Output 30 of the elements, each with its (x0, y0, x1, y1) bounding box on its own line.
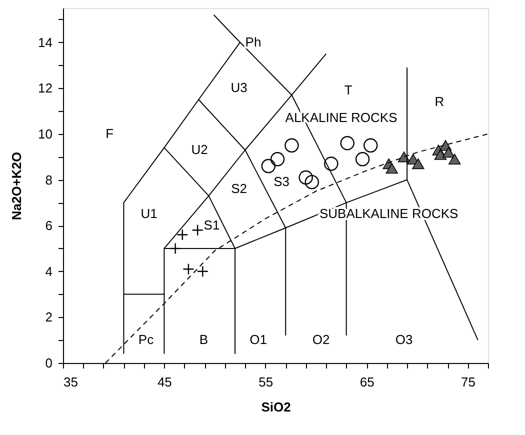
x-tick-label: 35 (64, 374, 78, 390)
annotation: S2 (231, 180, 248, 196)
annotation: S3 (274, 174, 290, 190)
annotation: B (199, 332, 208, 348)
annotation: R (434, 94, 444, 109)
annotation: S1 (204, 218, 220, 233)
annotation: T (344, 82, 352, 98)
annotation: Ph (245, 34, 262, 50)
y-tick-label: 2 (45, 310, 52, 325)
x-axis-title: SiO2 (261, 400, 291, 414)
annotation: F (106, 126, 114, 141)
x-tick-label: 65 (360, 374, 374, 390)
y-tick-label: 4 (45, 264, 52, 279)
y-tick-label: 12 (38, 80, 52, 96)
x-tick-label: 45 (157, 374, 172, 390)
annotation: U2 (191, 142, 208, 157)
annotation: U1 (140, 206, 158, 222)
y-tick-label: 10 (38, 126, 52, 142)
y-axis-title: Na2O+K2O (9, 152, 24, 220)
y-tick-label: 14 (38, 34, 52, 50)
y-tick-label: 8 (45, 172, 52, 188)
annotation: O1 (250, 332, 267, 348)
annotation: U3 (230, 80, 248, 96)
x-tick-label: 55 (258, 374, 274, 390)
annotation: O3 (395, 332, 413, 348)
annotation: O2 (312, 332, 330, 348)
x-tick-label: 75 (461, 374, 476, 390)
y-tick-label: 0 (45, 356, 52, 370)
y-tick-label: 6 (45, 218, 52, 234)
annotation: Pc (138, 332, 154, 348)
